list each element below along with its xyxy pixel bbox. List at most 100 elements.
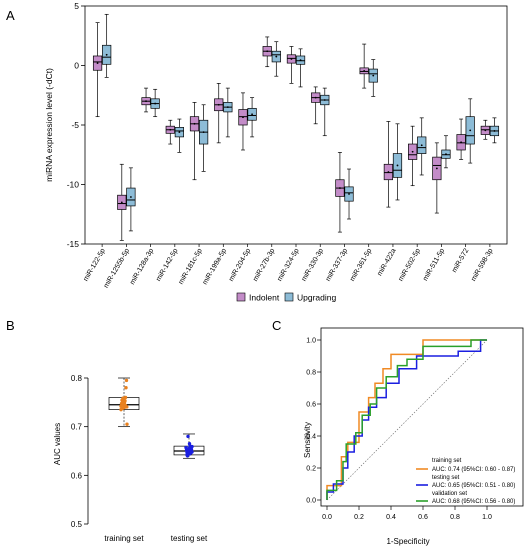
panel-c-axes: 0.0 0.0 0.2 0.2 0.4 0.4 0.6 0.6 0.8 0.8 1.0 1.0 — [306, 338, 492, 522]
panel-a-y-tick-label: 5 — [74, 1, 79, 11]
box-upgrading-mean-dot — [445, 153, 447, 156]
panel-b-y-tick-label: 0.6 — [71, 471, 83, 480]
roc-curve-validation — [326, 339, 487, 500]
panel-a-y-tick-label: -10 — [67, 180, 80, 190]
roc-curve-training — [326, 339, 487, 500]
panel-a-x-tick-label: miR-330-3p — [301, 247, 325, 282]
legend-name-training: training set — [432, 458, 462, 464]
panel-c-y-tick-label: 0.0 — [306, 498, 316, 505]
panel-a-legend: Indolent Upgrading — [236, 292, 336, 303]
panel-a-chart: -15 -10 -5 0 5 miRNA expression level (-dCt)… — [44, 1, 508, 303]
panel-a-x-tick-label: miR-1255b-5p — [103, 247, 131, 289]
panel-c-y-tick-label: 1.0 — [306, 338, 316, 345]
panel-c-roc-curves — [326, 339, 487, 500]
legend-swatch-indolent — [236, 292, 246, 302]
panel-c-y-tick-label: 0.4 — [306, 434, 316, 441]
legend-auc-training: AUC: 0.74 (95%CI: 0.60 - 0.87) — [432, 467, 515, 473]
panel-a-x-tick-label: miR-598-3p — [470, 247, 494, 282]
box-indolent-mean-dot — [96, 62, 99, 65]
auc-point — [125, 405, 129, 409]
panel-b-x-tick-labels: training set testing set — [104, 534, 208, 543]
legend-label-indolent: Indolent — [249, 293, 280, 303]
panel-a-boxes — [92, 13, 500, 241]
panel-a-x-tick-label: miR-181c-5p — [178, 247, 204, 285]
panel-a-x-tick-label: miR-422a — [376, 247, 397, 277]
box-upgrading-mean-dot — [299, 59, 302, 62]
box-indolent-mean-dot — [314, 96, 317, 99]
auc-point — [188, 452, 192, 456]
panel-c-x-tick-label: 0.8 — [450, 514, 460, 521]
panel-c-y-axis-label: Sensitivity — [303, 422, 312, 458]
box-upgrading-mean-dot — [493, 130, 496, 132]
auc-point — [121, 406, 125, 410]
panel-a-x-tick-label: miR-337-3p — [325, 247, 349, 282]
panel-label-c: C — [272, 318, 281, 333]
box-indolent-mean-dot — [169, 128, 172, 131]
box-indolent-mean-dot — [484, 129, 487, 132]
panel-a-x-tick-label: miR-572 — [451, 247, 470, 274]
panel-c-x-tick-label: 0.6 — [418, 514, 428, 521]
panel-a-x-tick-label: miR-204-5p — [228, 247, 252, 282]
box-indolent-mean-dot — [266, 50, 269, 53]
box-indolent-mean-dot — [193, 122, 196, 125]
panel-b-frame — [88, 340, 236, 388]
panel-a-x-tick-label: miR-361-5p — [349, 247, 373, 282]
auc-point — [187, 442, 192, 446]
auc-point — [124, 378, 129, 383]
auc-point — [124, 386, 128, 390]
panel-c-x-axis-label: 1-Specificity — [386, 537, 429, 546]
auc-point — [186, 434, 190, 439]
panel-b-x-tick-label: testing set — [171, 534, 208, 543]
panel-a-x-tick-label: miR-27b-3p — [252, 247, 276, 282]
panel-b-x-tick-label: training set — [104, 534, 144, 543]
box-upgrading-mean-dot — [469, 129, 472, 132]
legend-swatch-upgrading — [284, 292, 294, 302]
panel-c-chart: 0.0 0.0 0.2 0.2 0.4 0.4 0.6 0.6 0.8 0.8 1.0 1.0 1-S… — [303, 327, 524, 546]
panel-a-x-tick-label: miR-122-5p — [82, 247, 106, 282]
panel-c-x-tick-label: 1.0 — [482, 514, 492, 521]
panel-a-x-tick-label: miR-128a-3p — [129, 247, 155, 286]
box-upgrading-mean-dot — [372, 74, 375, 77]
panel-c-x-tick-label: 0.4 — [386, 514, 396, 521]
legend-auc-testing: AUC: 0.65 (95%CI: 0.51 - 0.80) — [432, 483, 515, 489]
box-upgrading-mean-dot — [226, 106, 229, 109]
panel-b-y-axis: 0.5 0.6 0.7 0.8 — [71, 374, 89, 529]
box-indolent-mean-dot — [411, 150, 414, 153]
panel-b-boxes — [108, 377, 205, 459]
panel-b-chart: 0.5 0.6 0.7 0.8 AUC values training set test… — [53, 340, 236, 543]
panel-label-b: B — [6, 318, 15, 333]
box-upgrading-mean-dot — [275, 55, 278, 58]
legend-label-upgrading: Upgrading — [297, 293, 336, 303]
panel-label-a: A — [6, 8, 15, 23]
panel-a-x-tick-label: miR-199a-5p — [202, 247, 228, 286]
box-indolent-mean-dot — [363, 69, 366, 72]
box-upgrading-mean-dot — [202, 131, 205, 134]
panel-b-y-tick-label: 0.8 — [71, 374, 83, 383]
box-indolent-mean-dot — [120, 201, 123, 204]
panel-a-x-tick-label: miR-511-5p — [422, 247, 446, 282]
panel-a-frame — [84, 5, 508, 245]
panel-a-x-tick-label: miR-142-5p — [155, 247, 179, 282]
box-indolent-mean-dot — [435, 167, 438, 170]
box-upgrading-mean-dot — [323, 99, 326, 101]
box-indolent-mean-dot — [145, 100, 147, 103]
box-upgrading-mean-dot — [420, 144, 423, 147]
panel-a-y-tick-label: -15 — [67, 239, 80, 249]
panel-c-y-tick-label: 0.6 — [306, 402, 316, 409]
panel-c-frame — [320, 327, 524, 507]
box-indolent-mean-dot — [387, 171, 390, 173]
panel-a-y-tick-label: 0 — [74, 61, 79, 71]
panel-b-y-axis-label: AUC values — [53, 423, 62, 465]
box-upgrading-mean-dot — [154, 102, 157, 105]
panel-c-y-tick-label: 0.2 — [306, 466, 316, 473]
panel-a-y-tick-label: -5 — [71, 120, 79, 130]
box-indolent-mean-dot — [242, 116, 244, 119]
legend-name-testing: testing set — [432, 475, 460, 481]
legend-name-validation: validation set — [432, 491, 467, 497]
panel-b-y-tick-label: 0.7 — [71, 423, 83, 432]
panel-c-x-tick-label: 0.2 — [354, 514, 364, 521]
auc-point — [125, 422, 129, 426]
panel-a-y-axis: -15 -10 -5 0 5 — [67, 1, 85, 249]
